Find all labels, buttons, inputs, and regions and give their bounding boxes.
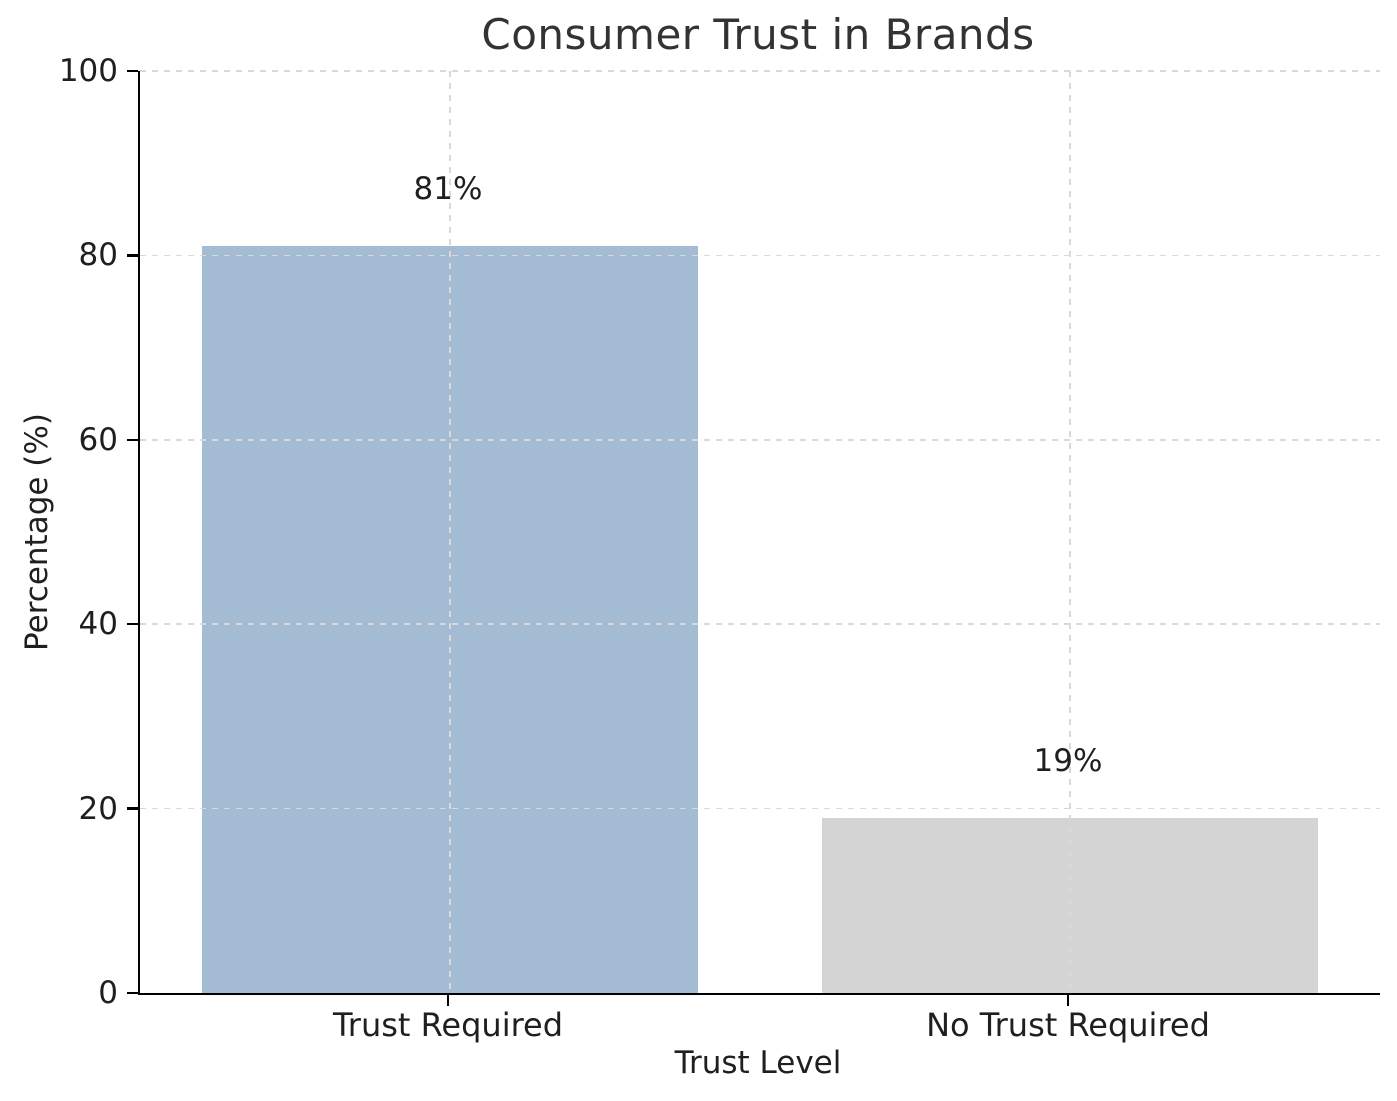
y-gridline-40 xyxy=(140,623,1380,625)
y-tick-mark xyxy=(127,623,138,626)
y-tick-mark xyxy=(127,254,138,257)
bar-value-label: 19% xyxy=(1033,742,1103,779)
y-tick-label: 60 xyxy=(78,421,118,458)
x-axis-label: Trust Level xyxy=(674,1045,842,1081)
y-gridline-100 xyxy=(140,70,1380,72)
y-tick-label: 0 xyxy=(98,975,118,1011)
y-tick-label: 80 xyxy=(78,237,118,274)
y-tick-mark xyxy=(127,438,138,441)
y-gridline-60 xyxy=(140,439,1380,441)
x-tick-label-1: Trust Required xyxy=(332,1006,564,1044)
y-tick-mark xyxy=(127,991,138,995)
y-tick-mark xyxy=(127,807,138,810)
bar-value-label: 81% xyxy=(413,171,483,208)
y-tick-mark xyxy=(127,69,138,73)
x-gridline-1 xyxy=(449,71,451,993)
y-axis-label: Percentage (%) xyxy=(19,413,55,651)
y-gridline-20 xyxy=(140,807,1380,810)
x-tick-mark xyxy=(1066,995,1070,1006)
y-tick-label: 40 xyxy=(78,606,118,643)
plot-area xyxy=(138,70,1380,995)
x-tick-mark xyxy=(446,995,450,1006)
x-gridline-2 xyxy=(1069,71,1071,993)
y-gridline-80 xyxy=(140,254,1380,257)
x-tick-label-2: No Trust Required xyxy=(926,1006,1210,1044)
chart-title: Consumer Trust in Brands xyxy=(481,10,1035,59)
y-tick-label: 20 xyxy=(78,790,118,827)
y-tick-label: 100 xyxy=(58,53,118,89)
